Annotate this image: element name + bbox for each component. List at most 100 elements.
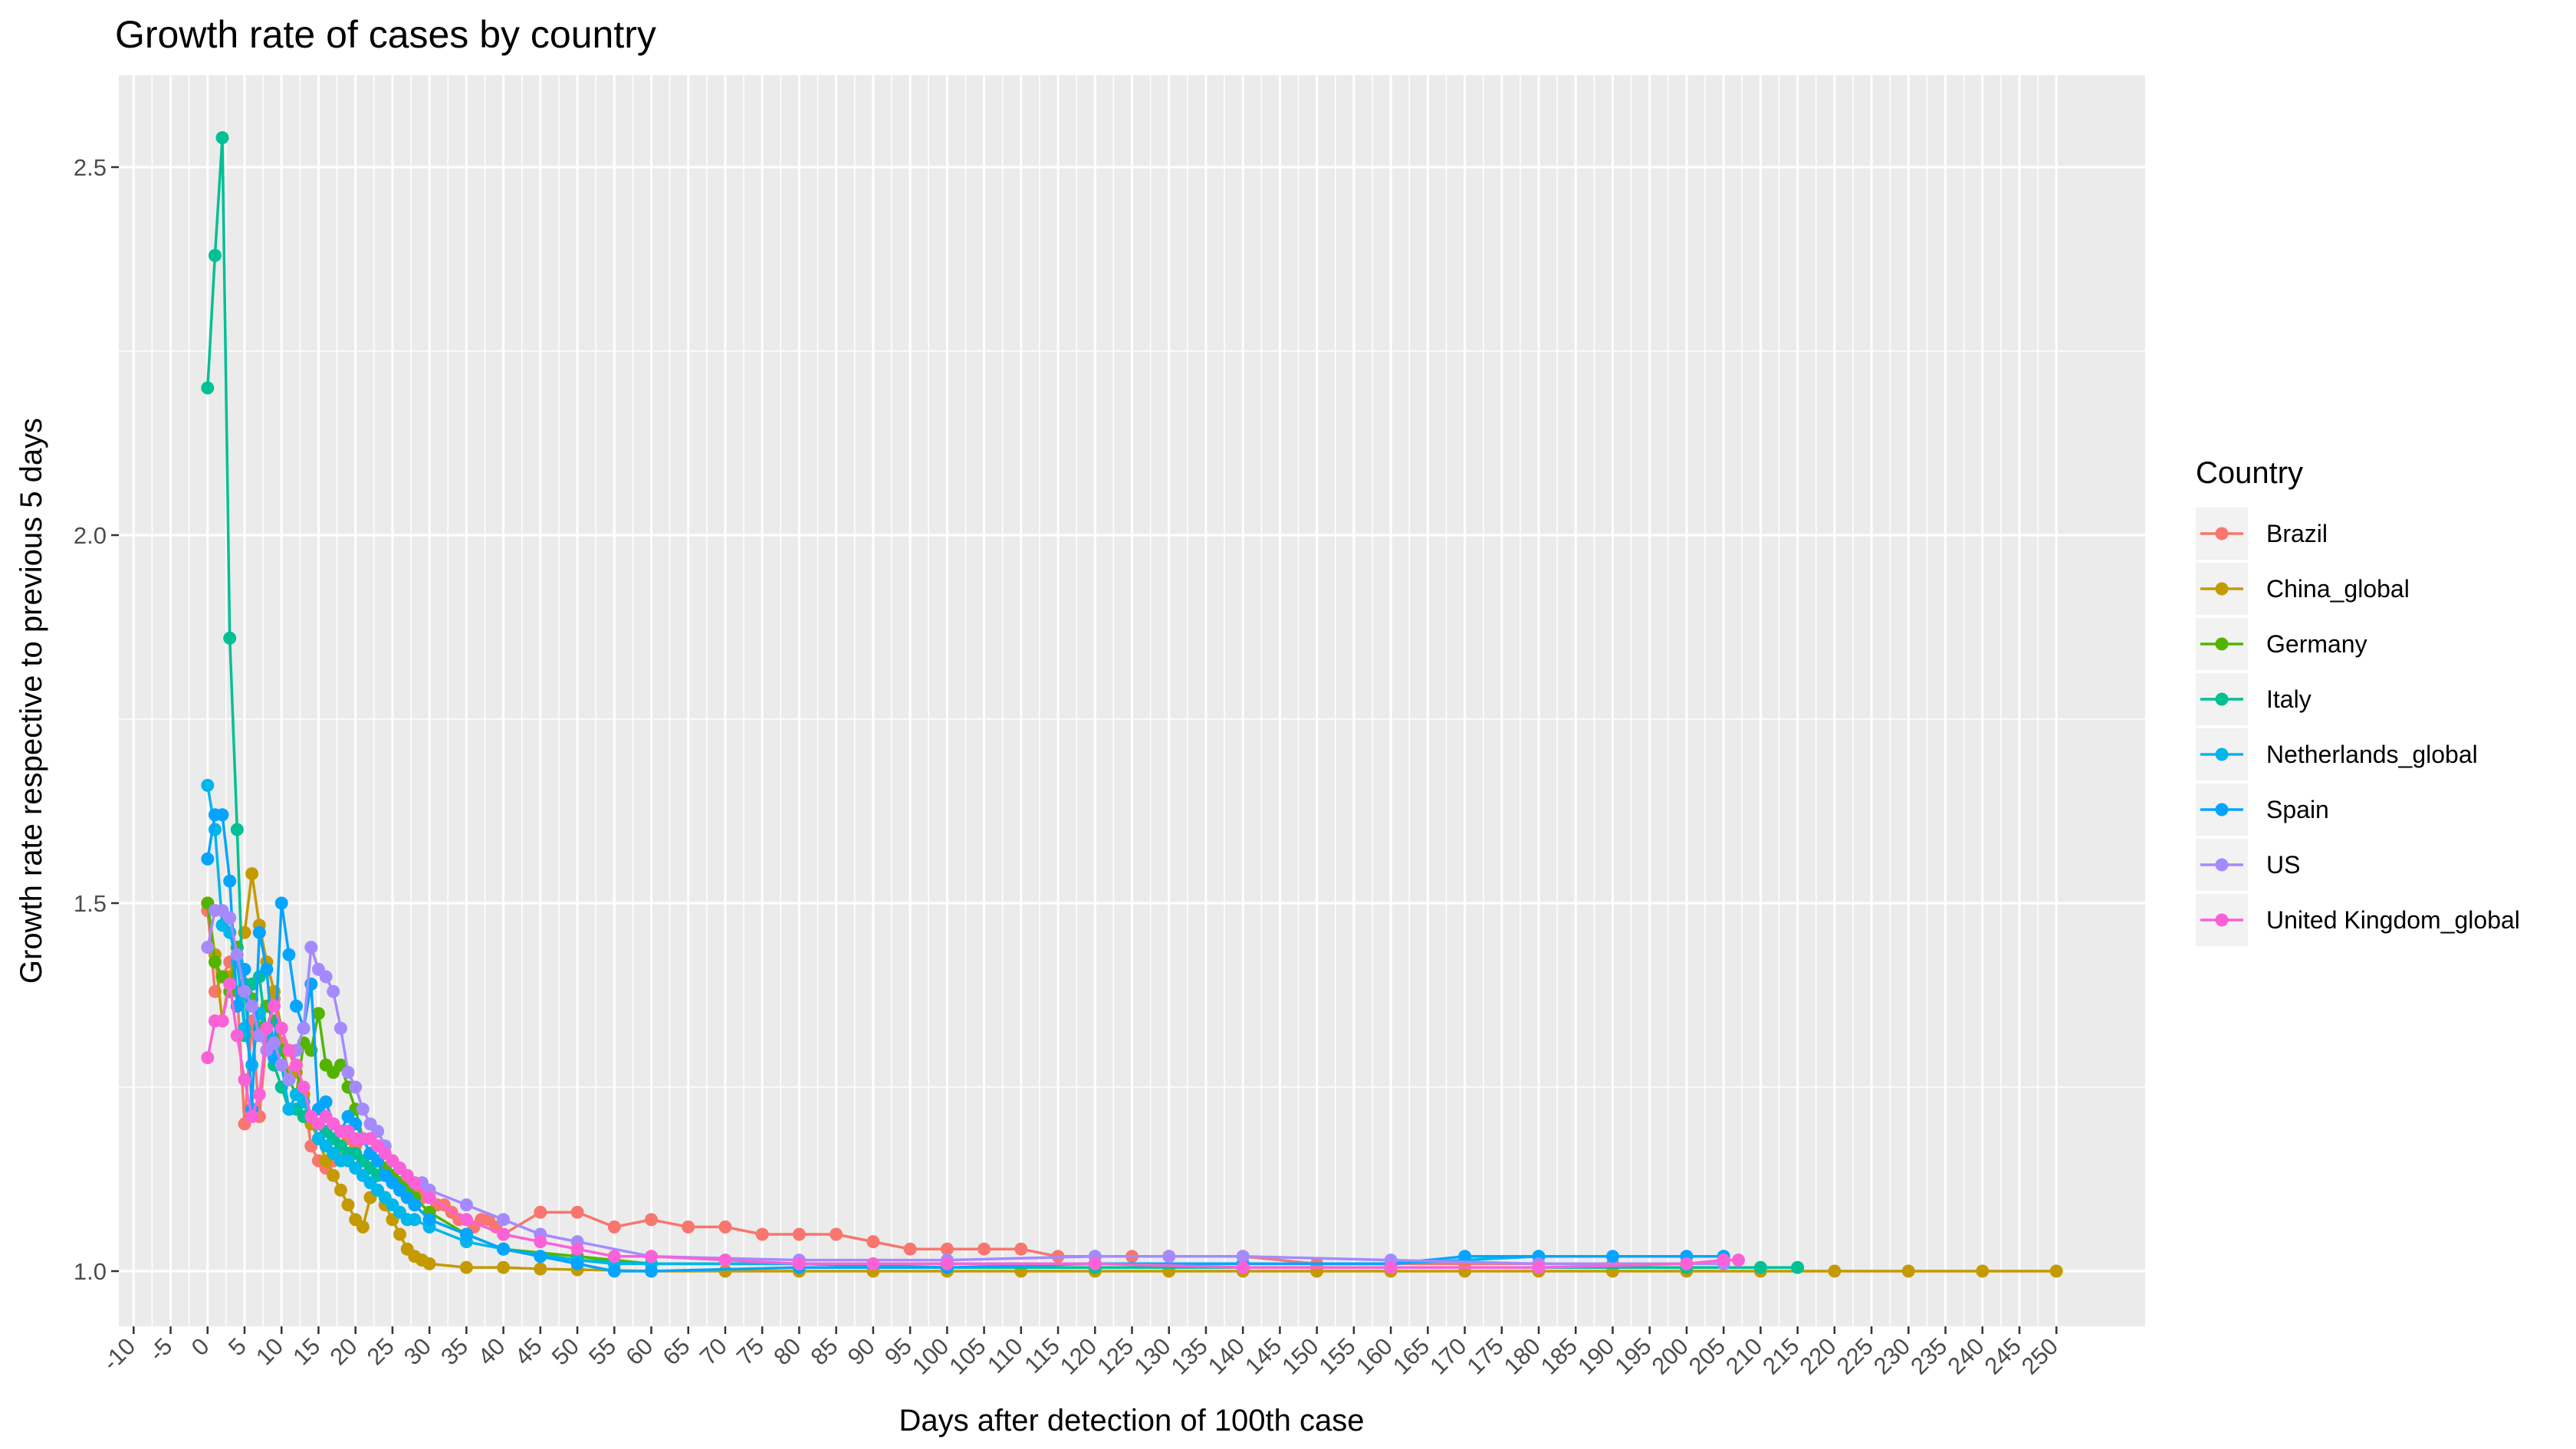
legend-key-point	[2215, 748, 2229, 761]
data-point	[830, 1227, 843, 1241]
data-point	[223, 978, 237, 991]
data-point	[230, 1029, 244, 1043]
data-point	[459, 1198, 473, 1212]
series-United Kingdom_global	[201, 978, 1745, 1274]
legend-item: Italy	[2196, 673, 2312, 725]
data-point	[252, 925, 266, 939]
data-point	[2049, 1264, 2063, 1278]
legend-label: Netherlands_global	[2266, 741, 2478, 768]
data-point	[268, 1036, 281, 1050]
legend-key-point	[2215, 692, 2229, 706]
data-point	[903, 1242, 917, 1256]
data-point	[201, 1051, 215, 1065]
x-tick-label: 215	[1757, 1332, 1804, 1379]
data-point	[718, 1254, 732, 1267]
chart-title: Growth rate of cases by country	[115, 13, 656, 56]
data-point	[274, 896, 288, 910]
x-tick-label: 195	[1609, 1332, 1656, 1379]
x-tick-label: 10	[251, 1332, 288, 1370]
data-point	[1680, 1257, 1694, 1270]
data-point	[1236, 1250, 1250, 1263]
data-point	[607, 1220, 621, 1234]
data-point	[334, 1021, 347, 1035]
data-point	[282, 948, 296, 961]
data-point	[297, 1021, 310, 1035]
data-point	[260, 962, 274, 976]
data-point	[334, 1183, 347, 1197]
x-tick-label: 220	[1794, 1332, 1841, 1379]
data-point	[607, 1264, 621, 1278]
data-point	[230, 948, 244, 961]
x-tick-label: -10	[97, 1332, 140, 1375]
legend-label: US	[2266, 851, 2300, 879]
data-point	[297, 1080, 310, 1094]
data-point	[497, 1213, 511, 1227]
data-point	[459, 1213, 473, 1227]
data-point	[341, 1066, 355, 1079]
x-axis-title: Days after detection of 100th case	[899, 1404, 1364, 1438]
x-tick-label: 200	[1647, 1332, 1694, 1379]
data-point	[497, 1242, 511, 1256]
data-point	[1717, 1254, 1730, 1267]
x-tick-label: 75	[731, 1332, 769, 1370]
data-point	[327, 984, 340, 998]
x-tick-label: 185	[1536, 1332, 1582, 1379]
legend-item: China_global	[2196, 563, 2410, 615]
data-point	[459, 1260, 473, 1274]
legend-item: Brazil	[2196, 508, 2328, 560]
data-point	[274, 1058, 288, 1072]
data-point	[422, 1213, 436, 1227]
data-point	[422, 1257, 436, 1270]
data-point	[245, 1058, 259, 1072]
legend-key-point	[2215, 582, 2229, 596]
data-point	[311, 1007, 325, 1020]
legend-label: Germany	[2266, 630, 2367, 658]
data-point	[341, 1198, 355, 1212]
legend: Country Brazil China_global Germany Italy Ne…	[2196, 456, 2520, 946]
data-point	[201, 778, 215, 792]
y-tick-label: 2.0	[74, 522, 107, 549]
data-point	[940, 1242, 954, 1256]
x-tick-label: 245	[1980, 1332, 2026, 1379]
legend-label: China_global	[2266, 575, 2410, 603]
x-tick-label: 100	[907, 1332, 954, 1379]
data-point	[319, 970, 333, 984]
y-tick-label: 1.5	[74, 890, 107, 917]
data-point	[245, 999, 259, 1013]
data-point	[645, 1213, 658, 1227]
x-tick-label: 150	[1276, 1332, 1323, 1379]
data-point	[290, 1058, 303, 1072]
legend-label: Brazil	[2266, 520, 2328, 547]
x-tick-label: 50	[547, 1332, 584, 1370]
data-point	[223, 631, 237, 645]
legend-item: United Kingdom_global	[2196, 894, 2520, 946]
data-point	[327, 1168, 340, 1182]
data-point	[201, 941, 215, 955]
x-tick-label: -5	[143, 1332, 177, 1366]
data-point	[534, 1235, 547, 1249]
data-point	[1901, 1264, 1915, 1278]
x-tick-label: 230	[1868, 1332, 1915, 1379]
data-point	[245, 1109, 259, 1123]
data-point	[215, 131, 229, 145]
series-layer	[201, 131, 2063, 1278]
x-tick-label: 125	[1092, 1332, 1138, 1379]
data-point	[319, 1095, 333, 1109]
x-tick-label: 110	[982, 1332, 1028, 1378]
data-point	[645, 1264, 658, 1278]
data-point	[282, 1102, 296, 1116]
x-tick-label: 85	[805, 1332, 843, 1370]
x-tick-label: 130	[1129, 1332, 1175, 1379]
x-tick-label: 225	[1832, 1332, 1878, 1379]
data-point	[1753, 1260, 1767, 1274]
data-point	[1532, 1260, 1546, 1274]
legend-key-point	[2215, 913, 2229, 927]
data-point	[252, 1088, 266, 1102]
data-point	[682, 1220, 695, 1234]
data-point	[792, 1227, 806, 1241]
legend-label: Spain	[2266, 796, 2329, 823]
data-point	[534, 1262, 547, 1276]
legend-key-point	[2215, 527, 2229, 540]
data-point	[645, 1250, 658, 1263]
